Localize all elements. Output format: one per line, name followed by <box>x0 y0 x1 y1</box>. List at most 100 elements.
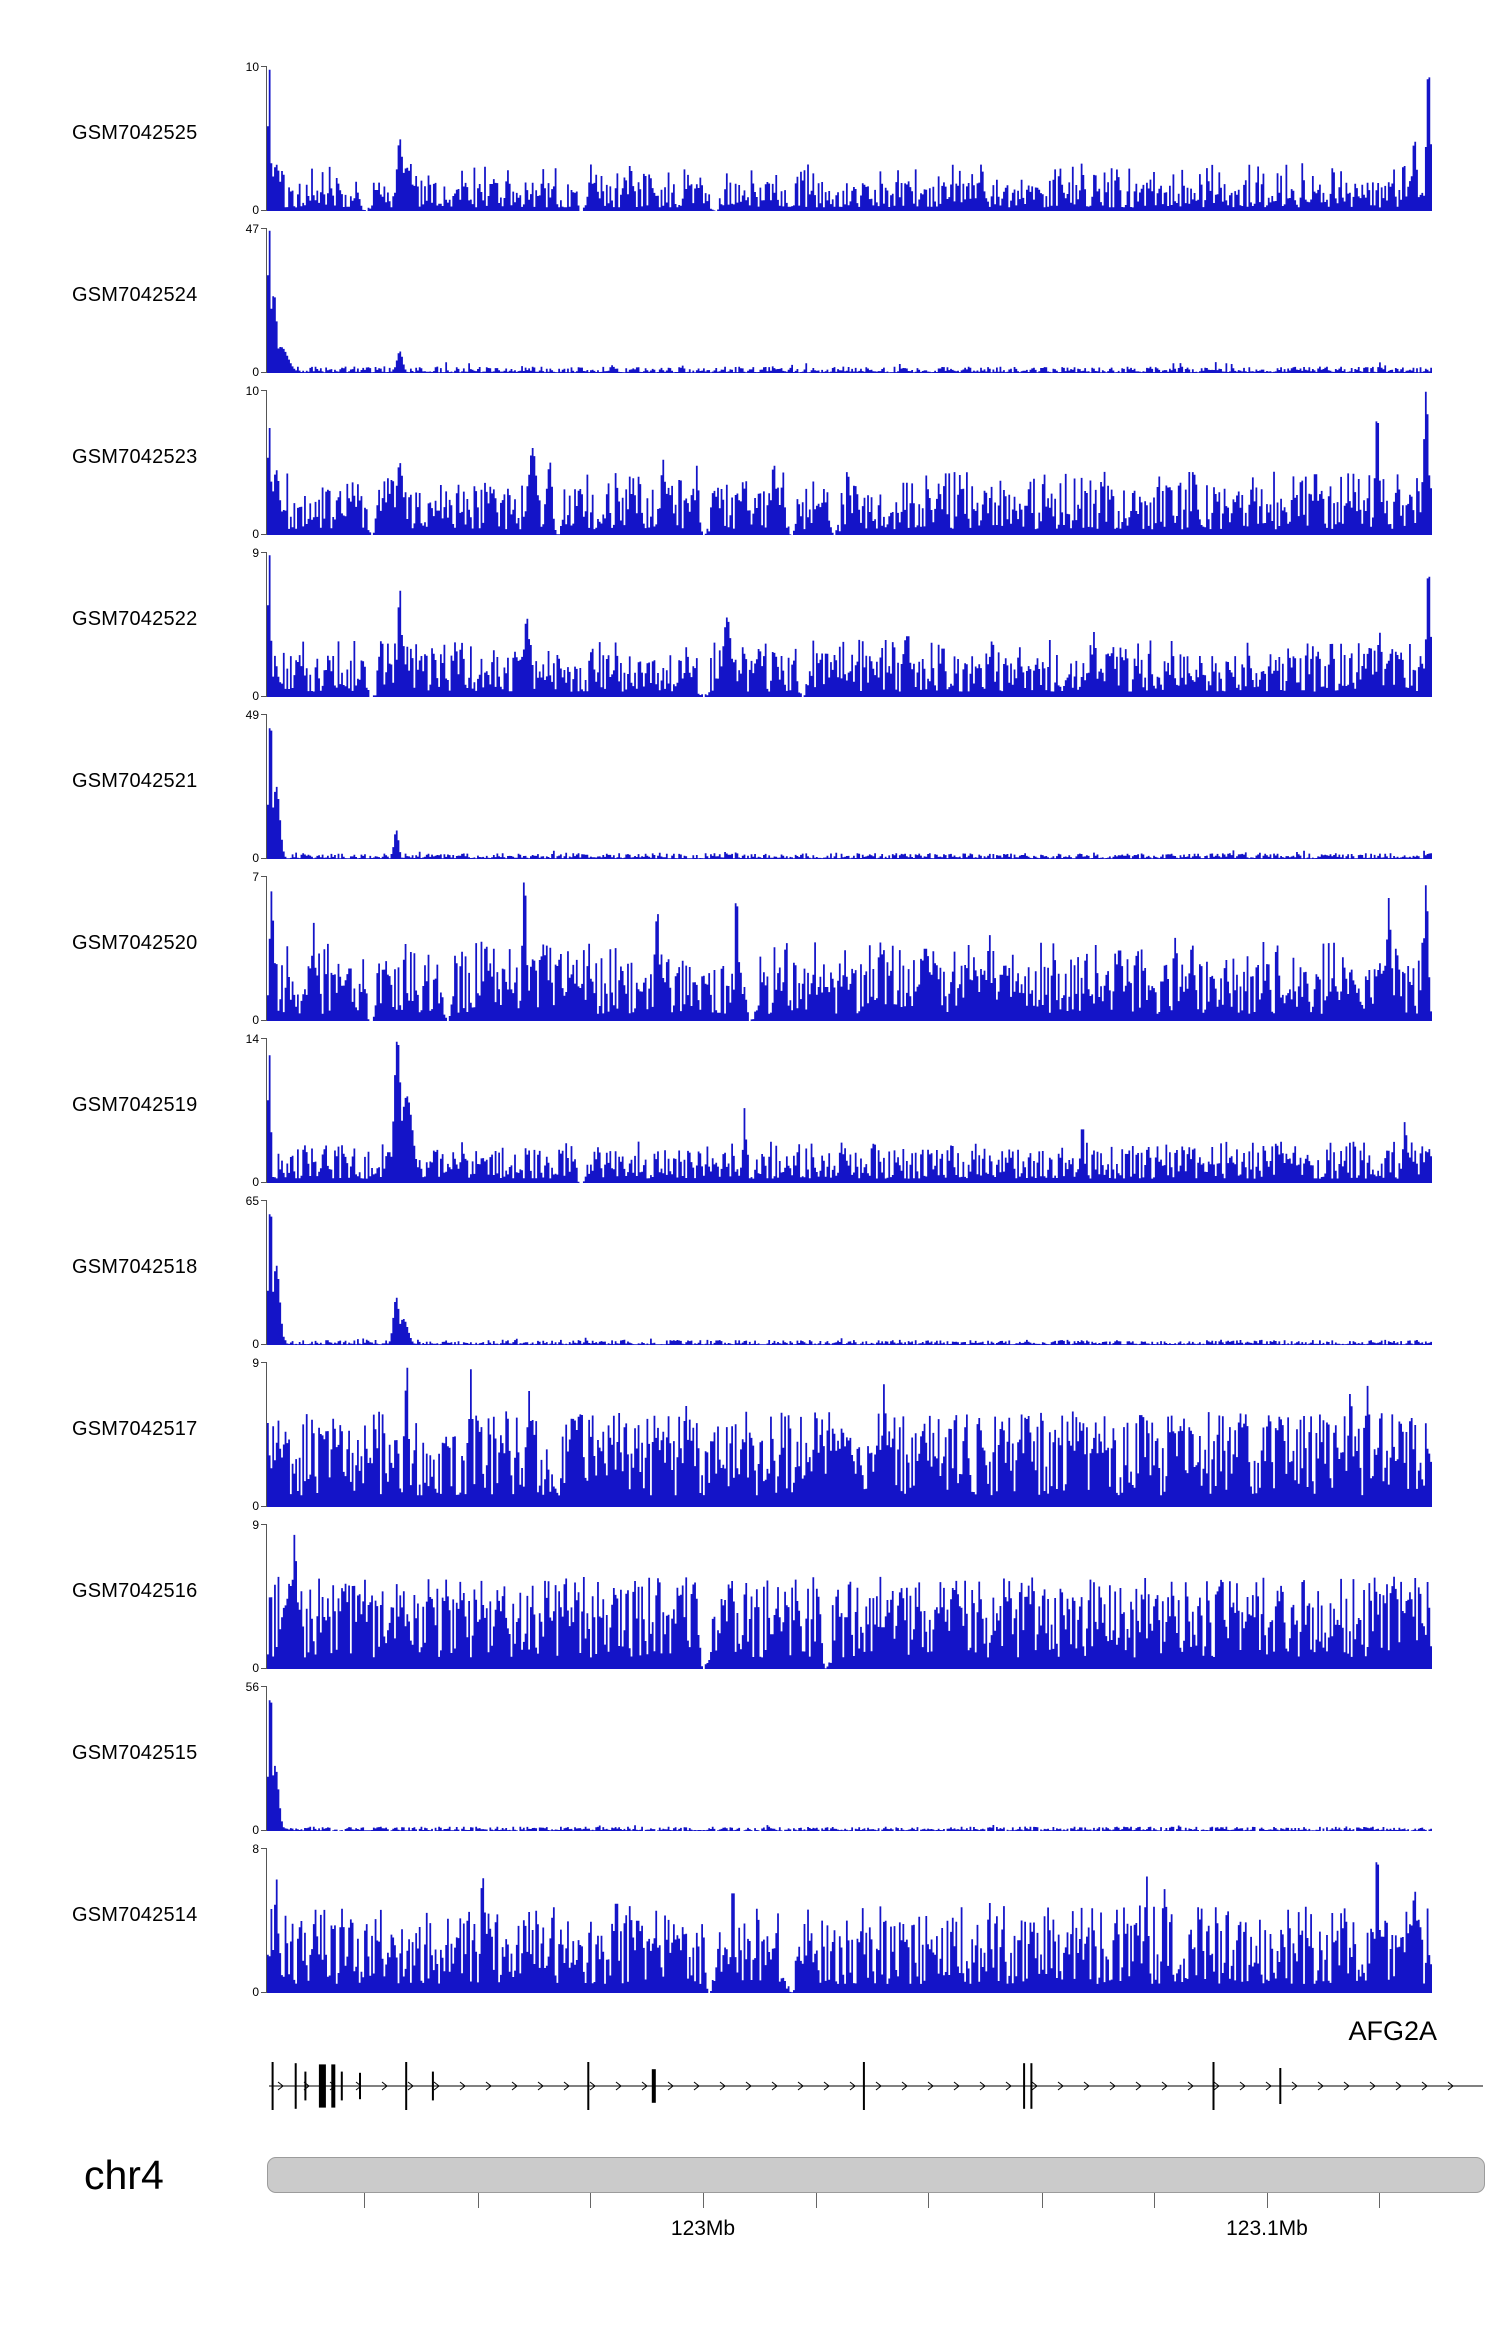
ruler-tick <box>1153 2193 1155 2208</box>
exon-mark <box>331 2064 336 2108</box>
coverage-bars <box>267 1041 1432 1183</box>
sample-label: GSM7042524 <box>72 284 198 306</box>
coverage-bars <box>267 230 1432 373</box>
coverage-plot: 49 0 <box>246 708 1432 865</box>
y-axis-max-label: 65 <box>245 1194 259 1208</box>
coverage-signal <box>267 1862 1432 1993</box>
y-axis-zero-label: 0 <box>252 527 259 541</box>
y-axis-tick <box>261 1362 267 1363</box>
gene-name-label: AFG2A <box>1348 2016 1437 2046</box>
gene-line-with-strand-arrows <box>269 2081 1483 2091</box>
y-axis-tick <box>261 858 267 859</box>
y-axis-tick <box>261 390 267 391</box>
sample-label: GSM7042517 <box>72 1418 198 1440</box>
y-axis-line <box>266 876 267 1021</box>
y-axis-max-label: 9 <box>252 1356 259 1370</box>
y-axis-max-label: 7 <box>252 870 259 884</box>
coverage-track-row: GSM7042514 8 0 <box>0 1842 1500 2010</box>
y-axis-tick <box>261 1038 267 1039</box>
coverage-plot: 65 0 <box>246 1194 1432 1351</box>
coverage-signal <box>267 728 1432 859</box>
coverage-track-row: GSM7042517 9 0 <box>0 1356 1500 1524</box>
exon-mark <box>271 2062 274 2110</box>
coverage-track-row: GSM7042519 14 0 <box>0 1032 1500 1200</box>
coverage-signal <box>267 882 1432 1021</box>
y-axis-zero-label: 0 <box>252 1337 259 1351</box>
coverage-signal <box>267 1214 1432 1345</box>
y-axis-line <box>266 552 267 697</box>
y-axis-tick <box>261 1182 267 1183</box>
coverage-signal <box>267 69 1432 211</box>
coverage-plot: 14 0 <box>246 1032 1432 1189</box>
ruler-tick <box>816 2193 818 2208</box>
coverage-signal <box>267 555 1432 697</box>
y-axis-tick <box>261 1686 267 1687</box>
y-axis-line <box>266 390 267 535</box>
sample-label: GSM7042514 <box>72 1904 198 1926</box>
coverage-track-row: GSM7042523 10 0 <box>0 384 1500 552</box>
y-axis-max-label: 9 <box>252 1518 259 1532</box>
coverage-bars <box>267 391 1432 535</box>
coverage-track-row: GSM7042525 10 0 <box>0 60 1500 228</box>
y-axis-tick <box>261 1668 267 1669</box>
y-axis-tick <box>261 1344 267 1345</box>
chromosome-ruler: 123Mb 123.1Mb <box>267 2157 1485 2267</box>
y-axis-zero-label: 0 <box>252 203 259 217</box>
y-axis-line <box>266 66 267 211</box>
coverage-plot: 47 0 <box>246 222 1432 379</box>
y-axis-zero-label: 0 <box>252 689 259 703</box>
y-axis-max-label: 49 <box>245 708 259 722</box>
exon-mark <box>862 2062 865 2110</box>
coverage-bars <box>267 69 1432 211</box>
coverage-bars <box>267 882 1432 1021</box>
exon-mark <box>340 2071 343 2101</box>
y-axis-tick <box>261 372 267 373</box>
exon-mark <box>1212 2062 1215 2110</box>
coverage-plot: 56 0 <box>246 1680 1432 1837</box>
exon-mark <box>318 2064 326 2108</box>
y-axis-line <box>266 714 267 859</box>
coverage-track-row: GSM7042518 65 0 <box>0 1194 1500 1362</box>
y-axis-tick <box>261 1830 267 1831</box>
coverage-tracks: GSM7042525 10 0 GSM7042524 47 0 GSM7042523 10 0 G… <box>0 60 1500 2010</box>
coverage-signal <box>267 391 1432 535</box>
y-axis-line <box>266 1362 267 1507</box>
sample-label: GSM7042516 <box>72 1580 198 1602</box>
y-axis-zero-label: 0 <box>252 1985 259 1999</box>
y-axis-line <box>266 1200 267 1345</box>
coverage-track-row: GSM7042520 7 0 <box>0 870 1500 1038</box>
y-axis-max-label: 9 <box>252 546 259 560</box>
ruler-tick <box>364 2193 366 2208</box>
y-axis-zero-label: 0 <box>252 1661 259 1675</box>
sample-label: GSM7042522 <box>72 608 198 630</box>
y-axis-line <box>266 1038 267 1183</box>
coverage-plot: 10 0 <box>246 60 1432 217</box>
exon-mark <box>1023 2063 1026 2109</box>
y-axis-max-label: 14 <box>245 1032 259 1046</box>
coverage-track-row: GSM7042522 9 0 <box>0 546 1500 714</box>
coverage-track-row: GSM7042521 49 0 <box>0 708 1500 876</box>
ruler-tick <box>928 2193 930 2208</box>
ruler-tick <box>1267 2193 1268 2208</box>
y-axis-line <box>266 1848 267 1993</box>
coverage-signal <box>267 1534 1432 1669</box>
coverage-bars <box>267 728 1432 859</box>
y-axis-tick <box>261 552 267 553</box>
y-axis-tick <box>261 228 267 229</box>
y-axis-tick <box>261 1020 267 1021</box>
exon-mark <box>304 2071 307 2101</box>
coverage-track-row: GSM7042524 47 0 <box>0 222 1500 390</box>
sample-label: GSM7042515 <box>72 1742 198 1764</box>
y-axis-zero-label: 0 <box>252 1175 259 1189</box>
exon-mark <box>405 2062 408 2110</box>
y-axis-line <box>266 228 267 373</box>
sample-label: GSM7042520 <box>72 932 198 954</box>
y-axis-zero-label: 0 <box>252 851 259 865</box>
chromosome-bar <box>267 2157 1485 2193</box>
